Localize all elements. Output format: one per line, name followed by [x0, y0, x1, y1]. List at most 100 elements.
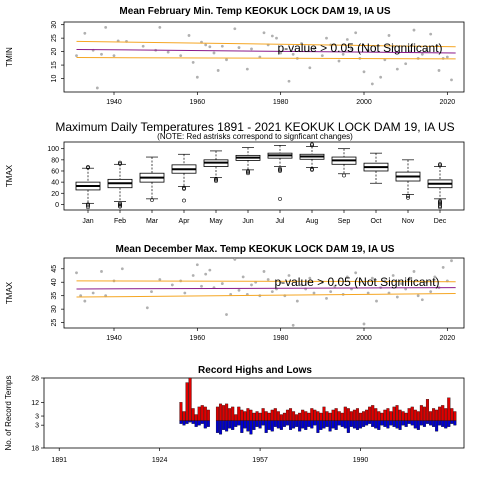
p3-point [270, 290, 274, 294]
p3-point [325, 296, 328, 300]
p4-high-bar [328, 412, 332, 421]
p3-point [75, 271, 78, 275]
p4-low-bar [267, 420, 271, 430]
p1-point [425, 48, 428, 52]
p2-outlier [342, 173, 346, 178]
p3-ytick-label: 30 [51, 305, 58, 313]
panel4-frame [43, 377, 465, 449]
p4-high-bar [425, 399, 430, 421]
p4-high-bar [298, 412, 302, 421]
p3-point [262, 270, 266, 273]
p4-low-bar [377, 420, 381, 430]
p3-point [416, 294, 420, 298]
p4-high-bar [371, 405, 375, 421]
p1-point [83, 31, 87, 35]
p2-outlier [86, 165, 90, 169]
p4-low-bar [249, 420, 253, 435]
p1-point [191, 60, 195, 64]
p4-low-bar [200, 420, 204, 424]
p3-xtick-label: 1960 [190, 335, 206, 342]
p3-point [237, 288, 241, 292]
p3-point [208, 268, 212, 272]
p3-point [362, 322, 366, 326]
p1-point [325, 36, 328, 40]
p3-point [158, 278, 162, 281]
p4-low-bar [389, 420, 393, 426]
p4-high-bar [404, 412, 408, 421]
p4-low-bar [331, 420, 335, 429]
p4-low-bar [343, 420, 347, 429]
panel3-ylabel: TMAX [5, 281, 14, 304]
p4-high-bar [285, 409, 290, 421]
p2-outlier [438, 162, 442, 167]
p1-point [279, 51, 283, 55]
p4-high-bar [383, 409, 387, 421]
p1-point [379, 75, 383, 79]
p1-point [187, 34, 191, 37]
p2-outlier [214, 179, 218, 183]
panel-monthly-boxplot: Maximum Daily Temperatures 1891 - 2021 K… [5, 120, 465, 225]
p2-outlier [438, 205, 442, 210]
p3-point [400, 282, 403, 285]
p4-high-bar [413, 409, 417, 421]
p3-point [170, 283, 174, 287]
p1-point [412, 28, 416, 32]
p4-low-bar [386, 420, 390, 429]
p4-low-bar [422, 420, 426, 427]
panel4-marks: 1891 1924 1957 1990 28 12 3 3 18 [31, 376, 457, 464]
p2-outlier [118, 160, 122, 165]
p4-low-bar [365, 420, 369, 426]
p1-xtick-label: 2000 [356, 99, 372, 106]
p1-point [179, 54, 183, 58]
p2-outlier [182, 186, 186, 191]
p4-high-bar [398, 409, 402, 421]
p4-high-bar [206, 409, 210, 421]
p3-point [191, 274, 195, 277]
p4-low-bar [261, 420, 265, 426]
p4-low-bar [182, 420, 186, 426]
p4-high-bar [407, 408, 411, 421]
p1-point [345, 38, 349, 41]
p4-high-bar [416, 411, 420, 421]
p2-outlier [214, 178, 218, 182]
p2-outlier [246, 170, 250, 174]
p4-low-bar [419, 420, 423, 426]
p4-low-bar [310, 420, 314, 429]
p1-point [354, 31, 358, 35]
p2-outlier [310, 167, 314, 172]
p2-outlier [310, 142, 314, 147]
p4-high-bar [188, 377, 192, 421]
p4-high-bar [444, 408, 448, 421]
p1-band-lower [76, 57, 456, 60]
p4-low-bar [346, 420, 350, 433]
p4-low-bar [352, 420, 356, 429]
p4-low-bar [270, 420, 274, 432]
p4-high-bar [346, 408, 350, 421]
p4-ytick-label: 3 [35, 423, 39, 430]
p2-outlier [246, 169, 250, 173]
p3-point [420, 298, 424, 302]
p4-ytick-label: 28 [31, 376, 39, 383]
p1-xtick-label: 1980 [273, 99, 289, 106]
p1-point [250, 47, 253, 51]
p2-xtick-label: Sep [338, 218, 351, 225]
p4-high-bar [352, 409, 356, 421]
p4-high-bar [225, 403, 229, 421]
p4-low-bar [237, 420, 241, 426]
p1-point [445, 55, 449, 59]
p4-low-bar [438, 420, 442, 426]
p4-low-bar [240, 420, 244, 433]
p4-high-bar [252, 412, 256, 421]
p4-low-bar [307, 420, 311, 427]
p2-outlier [182, 185, 186, 190]
p4-high-bar [273, 408, 277, 421]
p4-high-bar [191, 408, 195, 421]
p4-low-bar [355, 420, 360, 430]
p4-high-bar [340, 412, 344, 421]
p1-point [341, 52, 345, 56]
p3-point [333, 284, 337, 288]
panel1-ylabel: TMIN [5, 47, 14, 67]
p3-point [83, 299, 87, 303]
p3-point [250, 283, 253, 287]
p4-high-bar [218, 403, 223, 421]
